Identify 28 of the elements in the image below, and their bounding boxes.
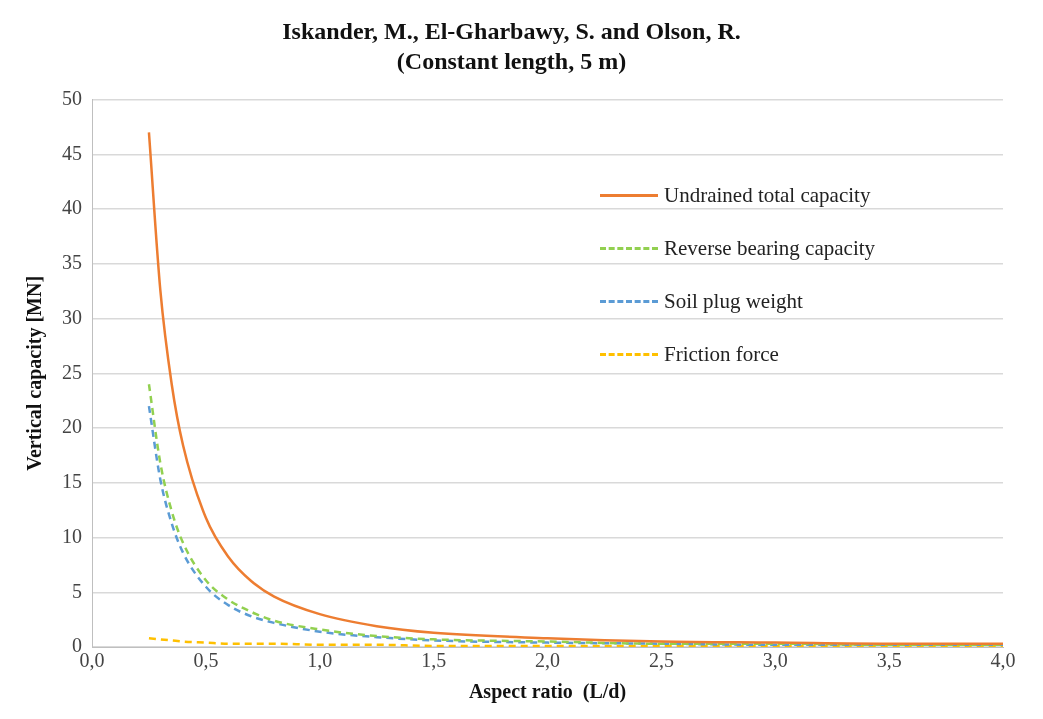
x-tick-label: 3,0 (762, 649, 788, 672)
legend-label: Undrained total capacity (664, 183, 871, 208)
y-tick-label: 30 (62, 305, 82, 328)
y-tick-label: 10 (62, 524, 82, 547)
x-tick-label: 4,0 (990, 649, 1016, 672)
x-tick-label: 3,5 (876, 649, 902, 672)
y-tick-label: 35 (62, 251, 82, 274)
line-series (147, 636, 1003, 647)
x-tick-label: 2,5 (648, 649, 674, 672)
chart-title: Iskander, M., El-Gharbawy, S. and Olson, R. (282, 17, 741, 44)
legend-label: Soil plug weight (664, 289, 803, 314)
legend-label: Friction force (664, 342, 779, 367)
line-series (147, 131, 1003, 645)
x-tick-label: 2,0 (535, 649, 560, 672)
x-axis-title: Aspect ratio (L/d) (468, 680, 627, 704)
y-axis-title: Vertical capacity [MN] (23, 275, 47, 471)
y-tick-label: 50 (62, 86, 82, 109)
y-tick-label: 25 (62, 360, 82, 383)
y-tick-label: 5 (72, 579, 82, 602)
x-tick-label: 1,5 (421, 649, 447, 672)
y-tick-label: 40 (62, 196, 82, 219)
legend-label: Reverse bearing capacity (664, 236, 876, 261)
x-tick-label: 1,0 (307, 649, 333, 672)
x-tick-label: 0,5 (193, 649, 219, 672)
chart-subtitle: (Constant length, 5 m) (396, 48, 627, 75)
y-tick-label: 15 (62, 470, 82, 493)
y-tick-label: 45 (62, 141, 82, 164)
y-tick-label: 20 (62, 415, 82, 438)
